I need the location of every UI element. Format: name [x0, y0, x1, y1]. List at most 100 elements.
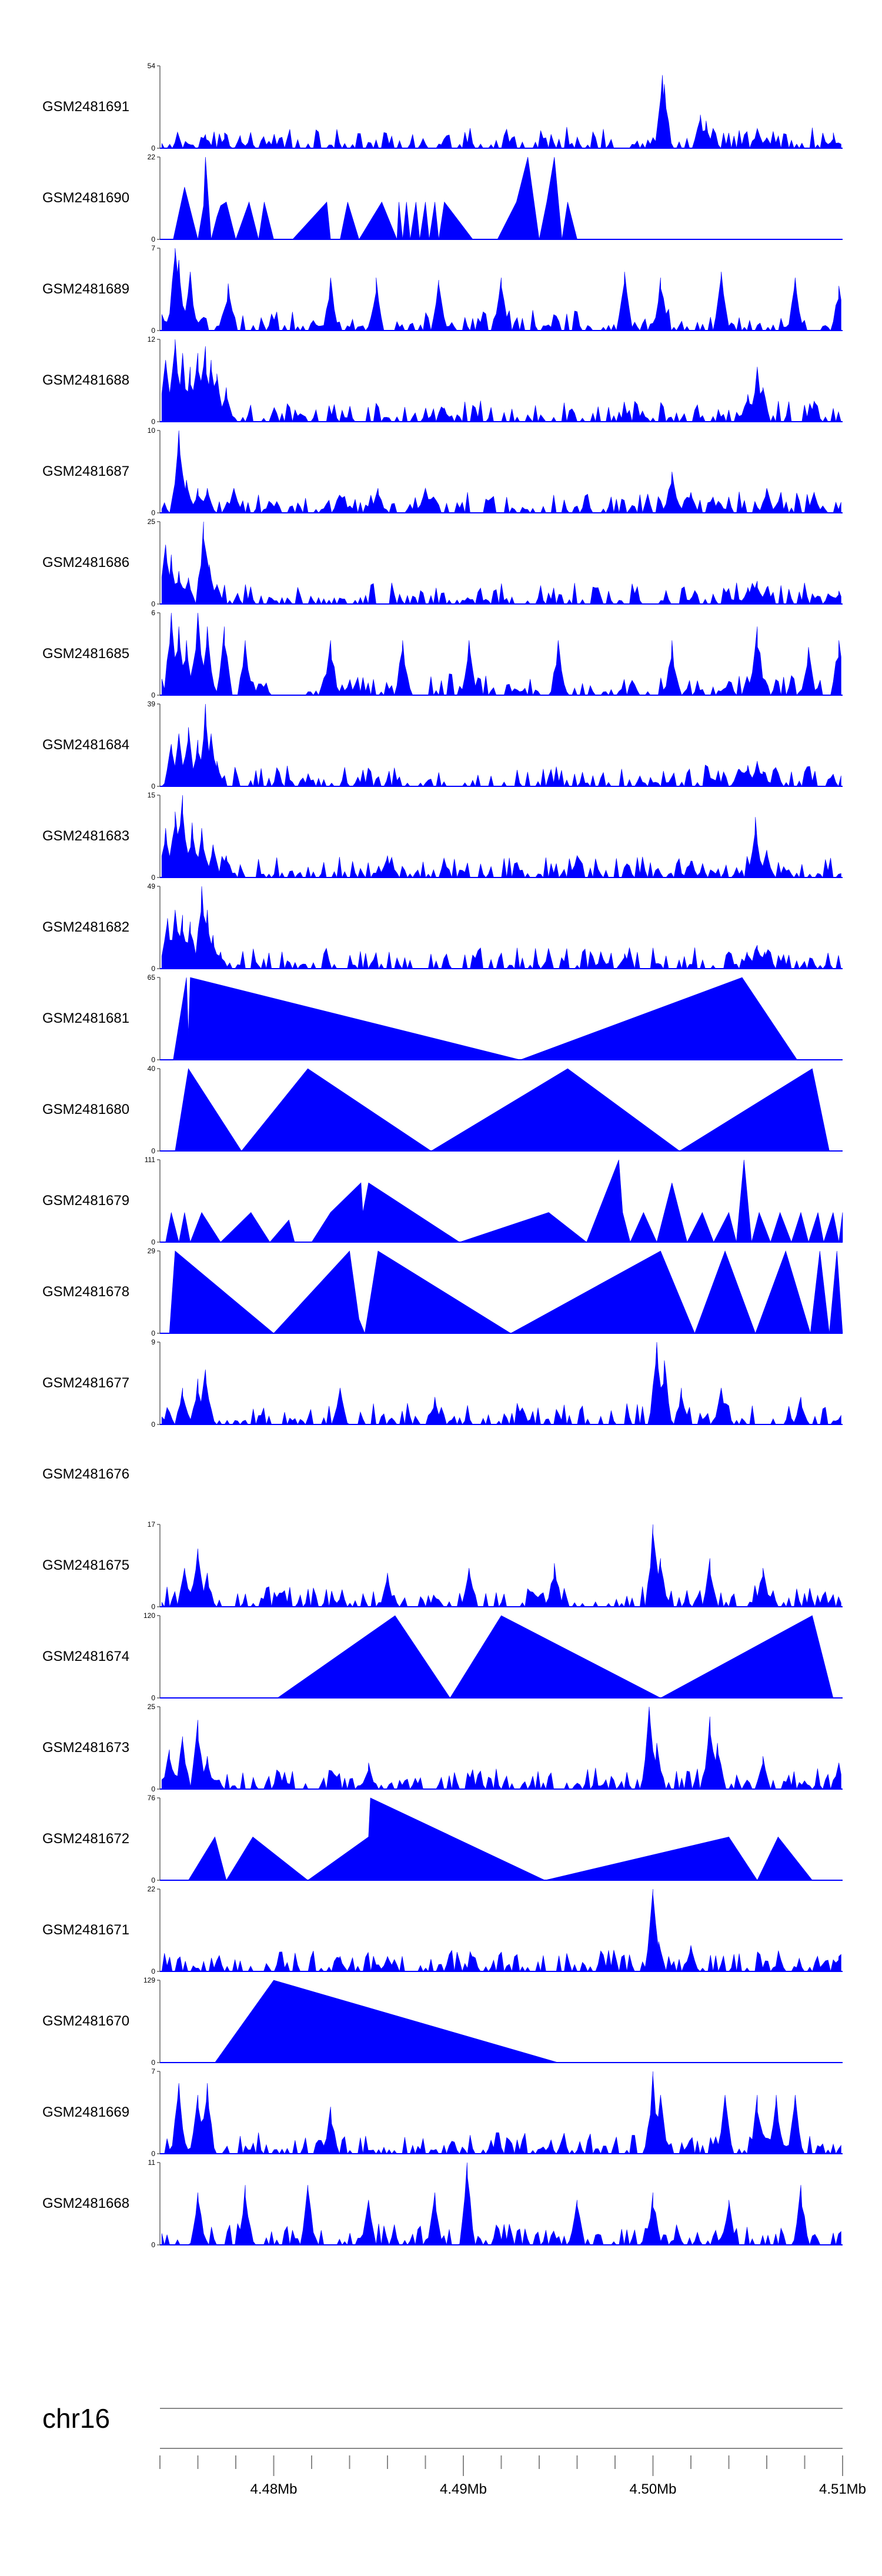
coverage-area	[161, 703, 841, 788]
coverage-area	[276, 1615, 834, 1699]
y-min-label: 0	[151, 1238, 155, 1246]
coverage-area	[161, 1706, 841, 1790]
track-GSM2481673: GSM2481673 25 0	[42, 1703, 843, 1793]
y-max-label: 25	[148, 518, 156, 526]
y-max-label: 10	[148, 426, 156, 435]
track-label: GSM2481685	[42, 646, 129, 662]
y-min-label: 0	[151, 600, 155, 608]
track-label: GSM2481690	[42, 190, 129, 206]
y-min-label: 0	[151, 2241, 155, 2249]
y-min-label: 0	[151, 1967, 155, 1976]
track-GSM2481674: GSM2481674 120 0	[42, 1611, 843, 1702]
y-max-label: 22	[148, 153, 156, 161]
track-GSM2481669: GSM2481669 7 0	[42, 2067, 843, 2158]
y-max-label: 12	[148, 335, 156, 343]
track-GSM2481679: GSM2481679 111 0	[42, 1156, 843, 1246]
genome-axis: chr16 4.48Mb 4.49Mb 4.50Mb 4.51Mb	[42, 2403, 866, 2497]
track-label: GSM2481675	[42, 1557, 129, 1573]
track-label: GSM2481677	[42, 1375, 129, 1391]
track-GSM2481677: GSM2481677 9 0	[42, 1338, 843, 1429]
track-GSM2481689: GSM2481689 7 0	[42, 244, 843, 335]
track-GSM2481678: GSM2481678 29 0	[42, 1247, 843, 1337]
y-min-label: 0	[151, 418, 155, 426]
coverage-area	[188, 1797, 813, 1881]
coverage-area	[161, 795, 841, 879]
x-tick-label: 4.50Mb	[629, 2481, 676, 2497]
x-tick-label: 4.48Mb	[250, 2481, 297, 2497]
track-GSM2481672: GSM2481672 76 0	[42, 1794, 843, 1884]
track-label: GSM2481689	[42, 281, 129, 297]
track-label: GSM2481691	[42, 99, 129, 115]
coverage-area	[161, 1524, 841, 1608]
track-label: GSM2481687	[42, 463, 129, 479]
y-min-label: 0	[151, 326, 155, 335]
track-label: GSM2481678	[42, 1284, 129, 1300]
coverage-area	[162, 2071, 841, 2155]
x-tick-label: 4.49Mb	[440, 2481, 487, 2497]
coverage-area	[161, 339, 841, 423]
y-min-label: 0	[151, 235, 155, 243]
y-max-label: 120	[143, 1611, 155, 1620]
y-max-label: 39	[148, 700, 156, 708]
y-max-label: 76	[148, 1794, 156, 1802]
y-max-label: 17	[148, 1520, 156, 1529]
track-GSM2481683: GSM2481683 15 0	[42, 791, 843, 882]
y-min-label: 0	[151, 1876, 155, 1884]
coverage-area	[161, 248, 841, 332]
track-GSM2481684: GSM2481684 39 0	[42, 700, 843, 790]
track-label: GSM2481684	[42, 737, 129, 753]
y-max-label: 54	[148, 62, 156, 70]
track-label: GSM2481673	[42, 1740, 129, 1756]
track-label: GSM2481688	[42, 372, 129, 388]
coverage-area	[161, 75, 841, 149]
coverage-area	[161, 430, 841, 514]
axis-ticks: 4.48Mb 4.49Mb 4.50Mb 4.51Mb	[159, 2455, 866, 2497]
coverage-area	[173, 977, 798, 1060]
track-label: GSM2481670	[42, 2013, 129, 2029]
track-label: GSM2481683	[42, 828, 129, 844]
y-max-label: 129	[143, 1976, 155, 1984]
track-GSM2481690: GSM2481690 22 0	[42, 153, 843, 243]
track-GSM2481688: GSM2481688 12 0	[42, 335, 843, 426]
coverage-area	[161, 612, 841, 696]
track-label: GSM2481676	[42, 1466, 129, 1482]
y-max-label: 15	[148, 791, 156, 799]
y-min-label: 0	[151, 2150, 155, 2158]
track-GSM2481686: GSM2481686 25 0	[42, 518, 843, 608]
y-min-label: 0	[151, 1603, 155, 1611]
track-label: GSM2481671	[42, 1922, 129, 1938]
y-max-label: 6	[151, 609, 155, 617]
y-min-label: 0	[151, 1694, 155, 1702]
coverage-area	[161, 1342, 841, 1426]
track-GSM2481691: GSM2481691 54 0	[42, 62, 843, 152]
coverage-area	[175, 1068, 830, 1152]
y-min-label: 0	[151, 691, 155, 699]
coverage-area	[169, 1250, 843, 1334]
track-label: GSM2481674	[42, 1649, 129, 1664]
tracks-group: GSM2481691540GSM2481690220GSM248168970GS…	[42, 62, 843, 2249]
coverage-area	[161, 521, 841, 605]
x-tick-label: 4.51Mb	[819, 2481, 866, 2497]
track-GSM2481680: GSM2481680 40 0	[42, 1065, 843, 1155]
y-max-label: 29	[148, 1247, 156, 1255]
y-max-label: 9	[151, 1338, 155, 1346]
track-label: GSM2481669	[42, 2104, 129, 2120]
coverage-area	[173, 156, 577, 241]
track-label: GSM2481680	[42, 1102, 129, 1117]
track-label: GSM2481668	[42, 2195, 129, 2211]
track-label: GSM2481681	[42, 1010, 129, 1026]
track-GSM2481668: GSM2481668 11 0	[42, 2158, 843, 2249]
track-GSM2481682: GSM2481682 49 0	[42, 882, 843, 973]
track-GSM2481681: GSM2481681 65 0	[42, 973, 843, 1064]
y-min-label: 0	[151, 144, 155, 152]
coverage-area	[161, 1888, 841, 1973]
coverage-area	[161, 2162, 841, 2246]
y-min-label: 0	[151, 965, 155, 973]
coverage-area	[165, 1159, 843, 1243]
y-max-label: 25	[148, 1703, 156, 1711]
track-label: GSM2481679	[42, 1193, 129, 1209]
track-GSM2481675: GSM2481675 17 0	[42, 1520, 843, 1611]
y-min-label: 0	[151, 2058, 155, 2067]
y-max-label: 65	[148, 973, 156, 982]
